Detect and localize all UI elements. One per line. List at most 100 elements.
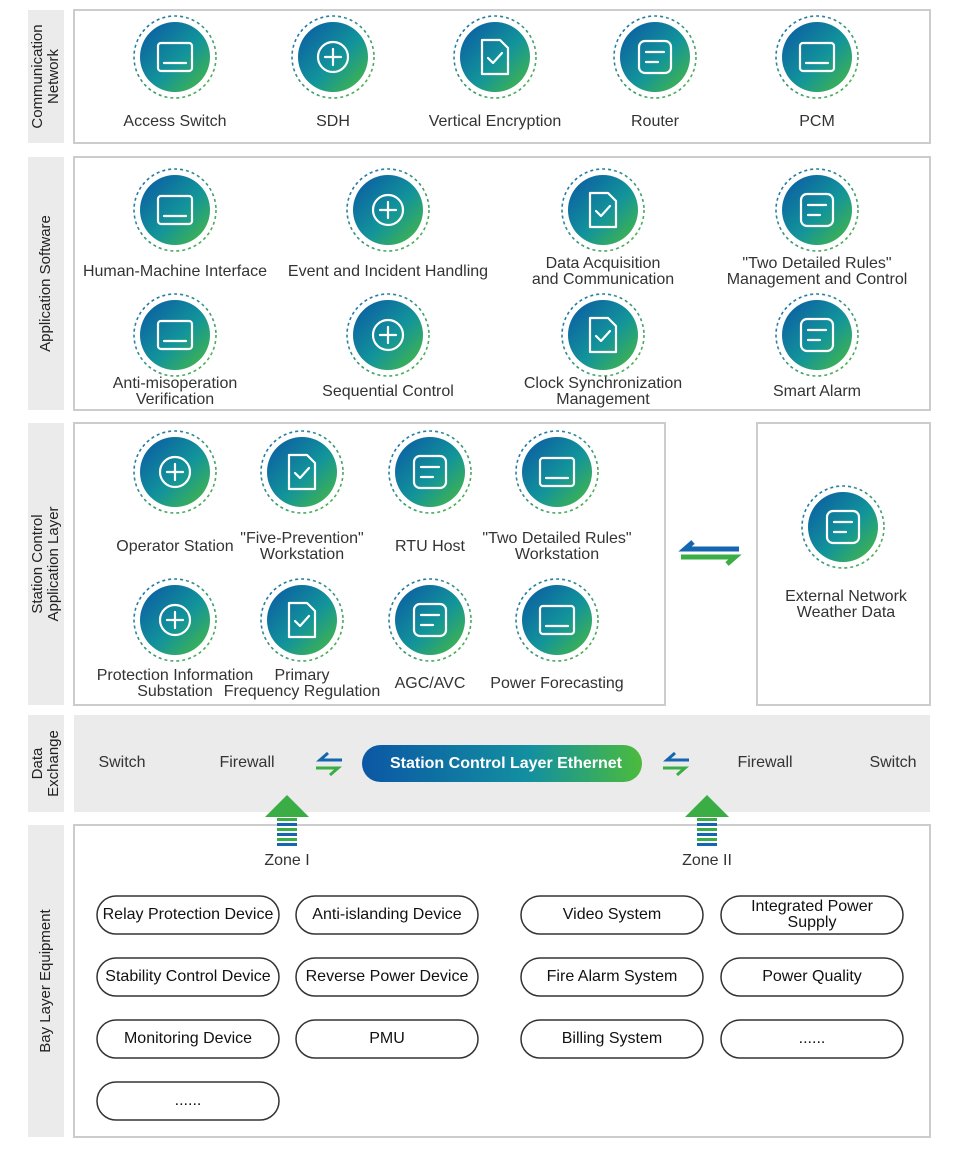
item-label: Router bbox=[631, 113, 680, 130]
icon-ring bbox=[388, 430, 472, 514]
device-pill bbox=[96, 1019, 280, 1059]
side-bg bbox=[28, 715, 64, 812]
device-label: Stability Control Device bbox=[105, 968, 271, 985]
item-label: Management and Control bbox=[727, 271, 908, 288]
icon-ring bbox=[260, 578, 344, 662]
firewall-label: Firewall bbox=[219, 754, 274, 771]
icon-ring bbox=[133, 430, 217, 514]
icon-glyph bbox=[832, 520, 854, 534]
up-arrow-stripe bbox=[697, 818, 717, 821]
icon-glyph bbox=[371, 318, 405, 352]
icon-glyph bbox=[165, 462, 185, 482]
section-box bbox=[756, 422, 931, 706]
device-label: Anti-islanding Device bbox=[312, 906, 462, 923]
icon-glyph bbox=[594, 329, 612, 343]
up-arrow-stripe bbox=[277, 818, 297, 821]
icon-ring bbox=[133, 578, 217, 662]
up-arrow-stripe bbox=[277, 828, 297, 831]
icon-ring bbox=[133, 293, 217, 377]
icon-ring bbox=[515, 430, 599, 514]
icon-disc bbox=[522, 437, 592, 507]
up-arrow-head bbox=[265, 795, 309, 817]
swap-arrow-bottom bbox=[663, 766, 689, 777]
side-bg bbox=[28, 10, 64, 143]
side-title: Bay Layer Equipment bbox=[37, 908, 54, 1052]
icon-glyph bbox=[371, 193, 405, 227]
icon-glyph bbox=[293, 466, 311, 480]
icon-glyph bbox=[287, 601, 317, 639]
icon-ring bbox=[561, 293, 645, 377]
icon-ring bbox=[133, 15, 217, 99]
icon-glyph bbox=[165, 610, 185, 630]
icon-ring bbox=[346, 293, 430, 377]
icon-ring bbox=[133, 168, 217, 252]
side-title-line: Network bbox=[45, 48, 62, 104]
device-label: Video System bbox=[563, 906, 661, 923]
side-title-line: Exchange bbox=[45, 730, 62, 797]
icon-glyph bbox=[588, 191, 618, 229]
side-title-line: Application Layer bbox=[45, 506, 62, 621]
up-arrow-stripe bbox=[697, 843, 717, 846]
icon-disc bbox=[267, 437, 337, 507]
up-arrow-stripe bbox=[277, 833, 297, 836]
icon-disc bbox=[782, 22, 852, 92]
icon-disc bbox=[620, 22, 690, 92]
item-label: Primary bbox=[274, 667, 329, 684]
device-pill bbox=[720, 957, 904, 997]
swap-arrow-top bbox=[663, 751, 689, 762]
device-pill bbox=[295, 895, 479, 935]
item-label: Event and Incident Handling bbox=[288, 263, 488, 280]
device-label: Relay Protection Device bbox=[103, 906, 274, 923]
firewall-label: Firewall bbox=[737, 754, 792, 771]
icon-glyph bbox=[412, 454, 448, 490]
icon-glyph bbox=[825, 509, 861, 545]
icon-glyph bbox=[480, 38, 510, 76]
icon-ring bbox=[561, 168, 645, 252]
up-arrow-stripe bbox=[277, 838, 297, 841]
side-title: Station Control Application Layer bbox=[29, 506, 62, 621]
up-arrow-stripe bbox=[697, 823, 717, 826]
device-label: Power Quality bbox=[762, 968, 862, 985]
side-bg bbox=[28, 157, 64, 410]
zone-label: Zone I bbox=[264, 852, 309, 869]
device-label: Billing System bbox=[562, 1030, 662, 1047]
up-arrow-head bbox=[685, 795, 729, 817]
icon-glyph bbox=[158, 455, 192, 489]
item-label: Weather Data bbox=[797, 604, 896, 621]
device-pill bbox=[96, 1081, 280, 1121]
side-title-line: Communication bbox=[29, 24, 46, 128]
device-pill bbox=[96, 895, 280, 935]
side-bg bbox=[28, 825, 64, 1137]
switch-label: Switch bbox=[869, 754, 916, 771]
icon-glyph bbox=[594, 204, 612, 218]
icon-ring bbox=[291, 15, 375, 99]
device-pill bbox=[295, 1019, 479, 1059]
item-label: "Two Detailed Rules" bbox=[742, 255, 891, 272]
item-label: "Five-Prevention" bbox=[240, 530, 363, 547]
icon-ring bbox=[260, 430, 344, 514]
item-label: Management bbox=[556, 391, 650, 408]
device-pill bbox=[520, 895, 704, 935]
device-label: Fire Alarm System bbox=[547, 968, 678, 985]
icon-disc bbox=[568, 300, 638, 370]
icon-glyph bbox=[287, 453, 317, 491]
swap-arrow-bottom bbox=[681, 554, 742, 566]
icon-glyph bbox=[323, 47, 343, 67]
side-title-line: Data bbox=[29, 747, 46, 779]
item-label: Protection Information bbox=[97, 667, 254, 684]
icon-glyph bbox=[538, 604, 576, 636]
icon-disc bbox=[522, 585, 592, 655]
icon-glyph bbox=[637, 39, 673, 75]
icon-glyph bbox=[378, 325, 398, 345]
device-label: Monitoring Device bbox=[124, 1030, 252, 1047]
device-pill bbox=[720, 895, 904, 935]
item-label: "Two Detailed Rules" bbox=[482, 530, 631, 547]
item-label: Anti-misoperation bbox=[113, 375, 238, 392]
icon-disc bbox=[140, 300, 210, 370]
item-label: PCM bbox=[799, 113, 835, 130]
icon-glyph bbox=[419, 613, 441, 627]
item-label: Smart Alarm bbox=[773, 383, 861, 400]
icon-disc bbox=[568, 175, 638, 245]
icon-glyph bbox=[378, 200, 398, 220]
